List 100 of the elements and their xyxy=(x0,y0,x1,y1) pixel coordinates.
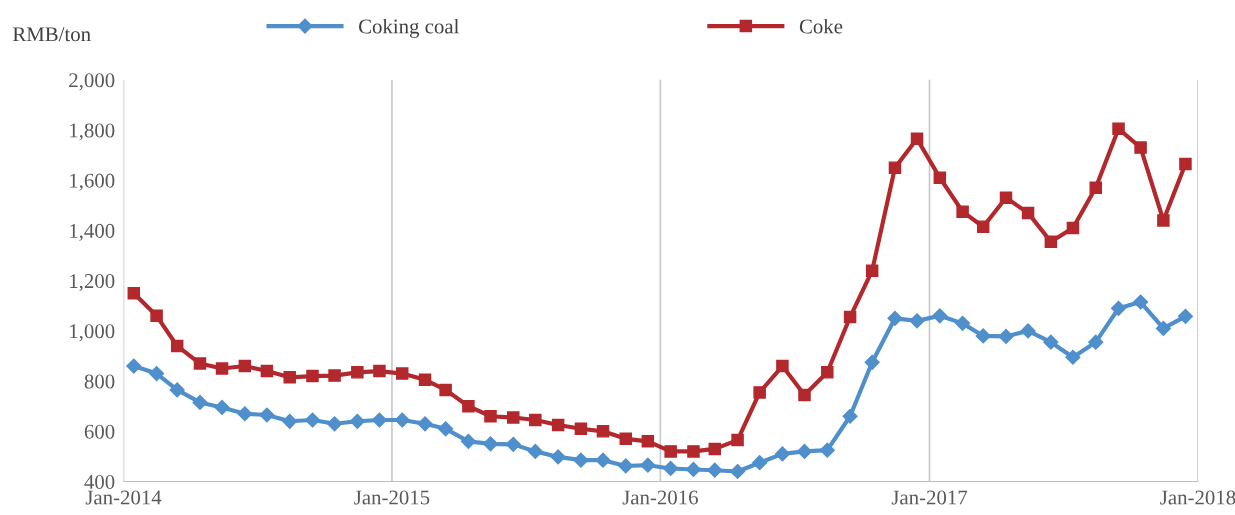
point xyxy=(1110,300,1127,316)
point xyxy=(819,442,835,458)
point xyxy=(821,366,834,379)
point xyxy=(618,458,634,474)
point xyxy=(551,418,565,432)
point xyxy=(776,359,789,373)
point xyxy=(507,411,520,424)
point xyxy=(1089,181,1102,195)
x-tick-label: Jan-2018 xyxy=(1160,490,1235,505)
point xyxy=(955,315,971,331)
y-tick-label: 800 xyxy=(84,374,115,389)
point xyxy=(351,366,364,379)
point xyxy=(933,171,947,184)
point xyxy=(283,371,296,384)
point xyxy=(527,443,543,459)
point xyxy=(1044,235,1058,249)
point xyxy=(394,412,410,428)
point xyxy=(169,382,185,398)
point xyxy=(460,433,476,449)
point xyxy=(932,308,948,324)
point xyxy=(259,407,275,423)
point xyxy=(395,367,409,380)
point xyxy=(505,436,521,452)
point xyxy=(708,442,722,456)
point xyxy=(193,357,207,370)
point xyxy=(550,449,566,465)
point xyxy=(1112,122,1125,136)
point xyxy=(237,406,253,422)
point xyxy=(238,359,252,373)
point xyxy=(170,339,184,353)
point xyxy=(731,433,744,447)
point xyxy=(418,373,432,387)
point xyxy=(975,328,991,344)
point xyxy=(260,364,274,378)
point xyxy=(619,432,633,446)
point xyxy=(664,445,677,458)
point xyxy=(1021,206,1035,220)
point xyxy=(192,394,208,411)
point xyxy=(1133,294,1149,310)
point xyxy=(306,369,319,383)
y-tick-label: 1,200 xyxy=(70,274,115,292)
point xyxy=(214,399,230,416)
point xyxy=(910,132,924,146)
point xyxy=(326,416,343,432)
x-tick-label: Jan-2016 xyxy=(622,490,698,505)
point xyxy=(998,328,1014,344)
point xyxy=(462,399,475,413)
point xyxy=(596,425,610,438)
point xyxy=(1088,334,1104,350)
point xyxy=(640,457,656,473)
point xyxy=(753,386,766,399)
x-tick-label: Jan-2015 xyxy=(354,490,430,505)
point xyxy=(595,452,611,468)
point xyxy=(842,408,858,424)
point xyxy=(282,413,298,429)
point xyxy=(150,309,163,323)
point xyxy=(149,365,165,382)
y-tick-label: 1,600 xyxy=(70,173,115,191)
point xyxy=(127,286,141,300)
point xyxy=(439,383,452,397)
point xyxy=(484,409,497,423)
point xyxy=(215,362,229,375)
point xyxy=(417,416,433,432)
y-axis-title: RMB/ton xyxy=(12,27,91,42)
point xyxy=(1066,221,1080,235)
point xyxy=(865,264,879,277)
point xyxy=(730,463,746,480)
point xyxy=(774,446,791,462)
point xyxy=(1134,141,1147,154)
point xyxy=(864,354,880,370)
point xyxy=(663,460,679,477)
point xyxy=(798,388,811,402)
point xyxy=(687,445,700,458)
point xyxy=(796,443,813,459)
point xyxy=(371,412,387,428)
point xyxy=(304,412,321,428)
point xyxy=(1177,308,1194,324)
legend-label: Coking coal xyxy=(358,18,459,38)
point xyxy=(888,161,902,174)
point xyxy=(373,364,386,378)
point xyxy=(887,310,903,326)
point xyxy=(1065,349,1081,365)
y-tick-label: 1,000 xyxy=(70,324,115,342)
point xyxy=(1155,320,1171,336)
legend-label: Coke xyxy=(799,18,843,34)
y-tick-label: 1,400 xyxy=(70,223,115,241)
point xyxy=(707,462,723,478)
point xyxy=(843,310,857,324)
point xyxy=(1179,157,1192,171)
point xyxy=(328,369,341,382)
point xyxy=(573,452,589,468)
x-tick-label: Jan-2017 xyxy=(891,490,968,505)
point xyxy=(685,461,702,478)
point xyxy=(641,435,655,448)
point xyxy=(1157,214,1170,227)
point xyxy=(529,413,542,427)
y-tick-label: 2,000 xyxy=(69,73,115,91)
point xyxy=(909,313,925,329)
y-tick-label: 1,800 xyxy=(70,123,115,141)
point xyxy=(349,413,365,429)
